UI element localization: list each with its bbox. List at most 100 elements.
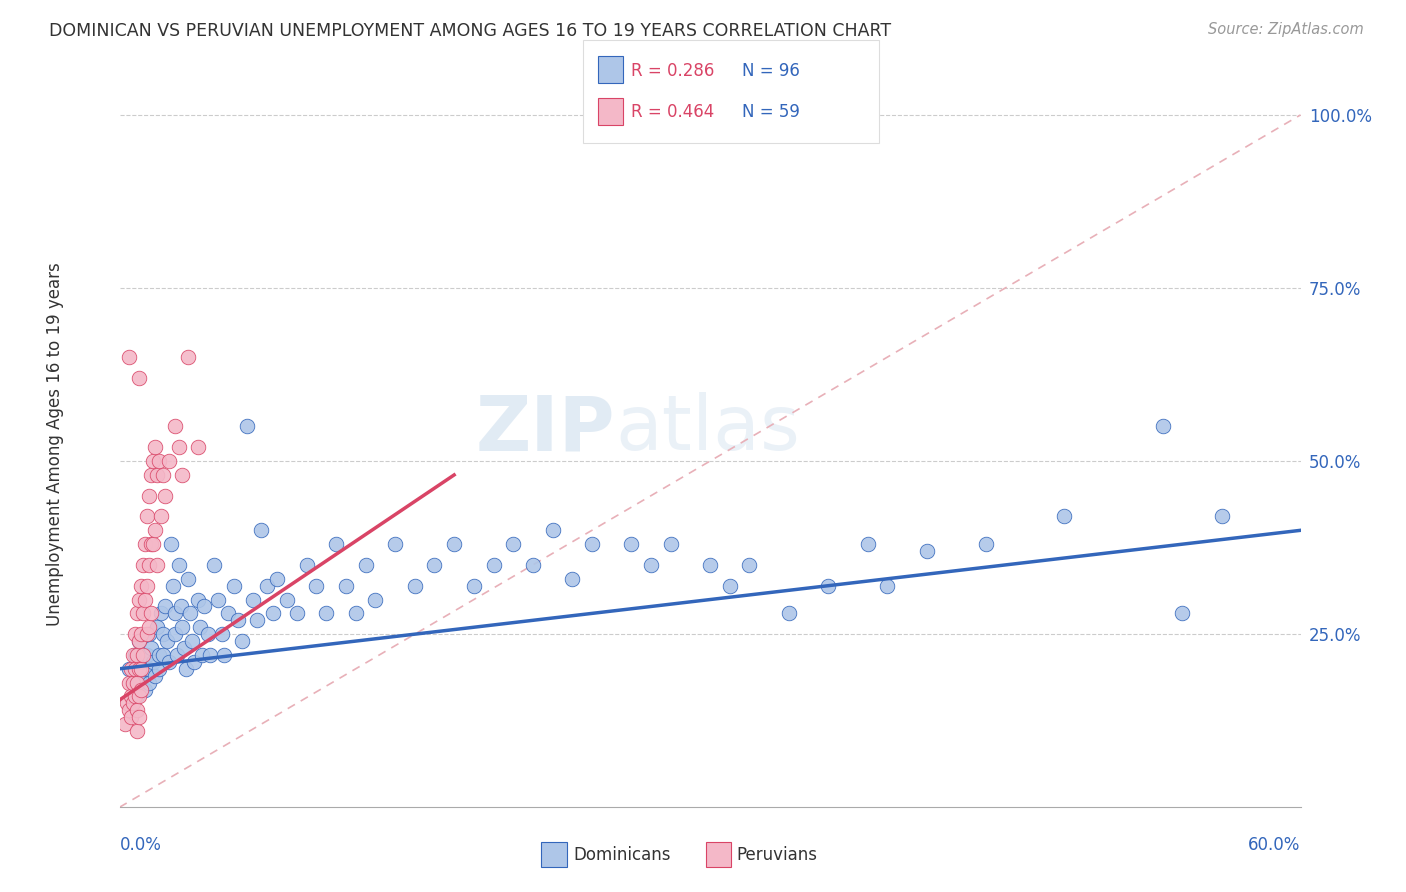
Text: Unemployment Among Ages 16 to 19 years: Unemployment Among Ages 16 to 19 years xyxy=(45,262,63,625)
Point xyxy=(561,572,583,586)
Point xyxy=(114,717,136,731)
Point xyxy=(1152,419,1174,434)
Point xyxy=(127,724,149,739)
Point xyxy=(128,710,150,724)
Point xyxy=(129,662,152,676)
Point xyxy=(157,454,180,468)
Point xyxy=(198,648,221,662)
Point xyxy=(187,592,209,607)
Point xyxy=(120,710,142,724)
Point xyxy=(177,572,200,586)
Point xyxy=(148,454,170,468)
Point xyxy=(191,648,214,662)
Point xyxy=(162,579,184,593)
Point xyxy=(129,579,152,593)
Point xyxy=(138,489,160,503)
Point xyxy=(120,690,142,704)
Point xyxy=(122,697,145,711)
Text: ZIP: ZIP xyxy=(477,392,616,467)
Point xyxy=(159,537,181,551)
Point xyxy=(187,440,209,454)
Point xyxy=(1053,509,1076,524)
Point xyxy=(118,675,141,690)
Point xyxy=(856,537,879,551)
Point xyxy=(127,675,149,690)
Point xyxy=(423,558,446,572)
Point xyxy=(177,350,200,364)
Point xyxy=(167,558,190,572)
Point xyxy=(718,579,741,593)
Point xyxy=(1171,607,1194,621)
Point xyxy=(146,558,169,572)
Text: Dominicans: Dominicans xyxy=(574,846,671,863)
Point xyxy=(153,599,176,614)
Point xyxy=(285,607,308,621)
Point xyxy=(231,634,253,648)
Point xyxy=(148,648,170,662)
Point xyxy=(262,607,284,621)
Point xyxy=(167,440,190,454)
Point xyxy=(236,419,259,434)
Point xyxy=(974,537,997,551)
Text: N = 96: N = 96 xyxy=(742,62,800,79)
Point xyxy=(138,558,160,572)
Point xyxy=(522,558,544,572)
Point xyxy=(156,634,179,648)
Point xyxy=(163,607,186,621)
Point xyxy=(129,627,152,641)
Point xyxy=(127,607,149,621)
Point xyxy=(640,558,662,572)
Point xyxy=(620,537,643,551)
Point xyxy=(128,634,150,648)
Point xyxy=(183,655,205,669)
Point xyxy=(136,579,159,593)
Point xyxy=(136,648,159,662)
Text: R = 0.286: R = 0.286 xyxy=(631,62,714,79)
Point xyxy=(222,579,245,593)
Point xyxy=(124,627,146,641)
Point xyxy=(118,703,141,717)
Point xyxy=(149,607,172,621)
Point xyxy=(157,655,180,669)
Point xyxy=(128,634,150,648)
Point xyxy=(138,620,160,634)
Point xyxy=(118,350,141,364)
Point xyxy=(246,613,269,627)
Point xyxy=(132,607,155,621)
Point xyxy=(139,607,162,621)
Point xyxy=(242,592,264,607)
Point xyxy=(136,627,159,641)
Point xyxy=(128,371,150,385)
Point xyxy=(207,592,229,607)
Point xyxy=(127,648,149,662)
Text: R = 0.464: R = 0.464 xyxy=(631,103,714,121)
Point xyxy=(581,537,603,551)
Point xyxy=(173,640,195,655)
Point xyxy=(129,655,152,669)
Point xyxy=(139,467,162,482)
Point xyxy=(118,662,141,676)
Point xyxy=(142,655,165,669)
Point xyxy=(172,620,194,634)
Text: 60.0%: 60.0% xyxy=(1249,837,1301,855)
Point xyxy=(132,662,155,676)
Point xyxy=(188,620,211,634)
Point xyxy=(502,537,524,551)
Point xyxy=(152,627,174,641)
Point xyxy=(305,579,328,593)
Point xyxy=(139,640,162,655)
Point xyxy=(163,419,186,434)
Point xyxy=(134,592,156,607)
Point xyxy=(122,648,145,662)
Point xyxy=(146,620,169,634)
Point xyxy=(659,537,682,551)
Point xyxy=(817,579,839,593)
Point xyxy=(193,599,215,614)
Point xyxy=(482,558,505,572)
Point xyxy=(211,627,233,641)
Point xyxy=(128,662,150,676)
Point xyxy=(129,682,152,697)
Point xyxy=(384,537,406,551)
Point xyxy=(699,558,721,572)
Point xyxy=(139,537,162,551)
